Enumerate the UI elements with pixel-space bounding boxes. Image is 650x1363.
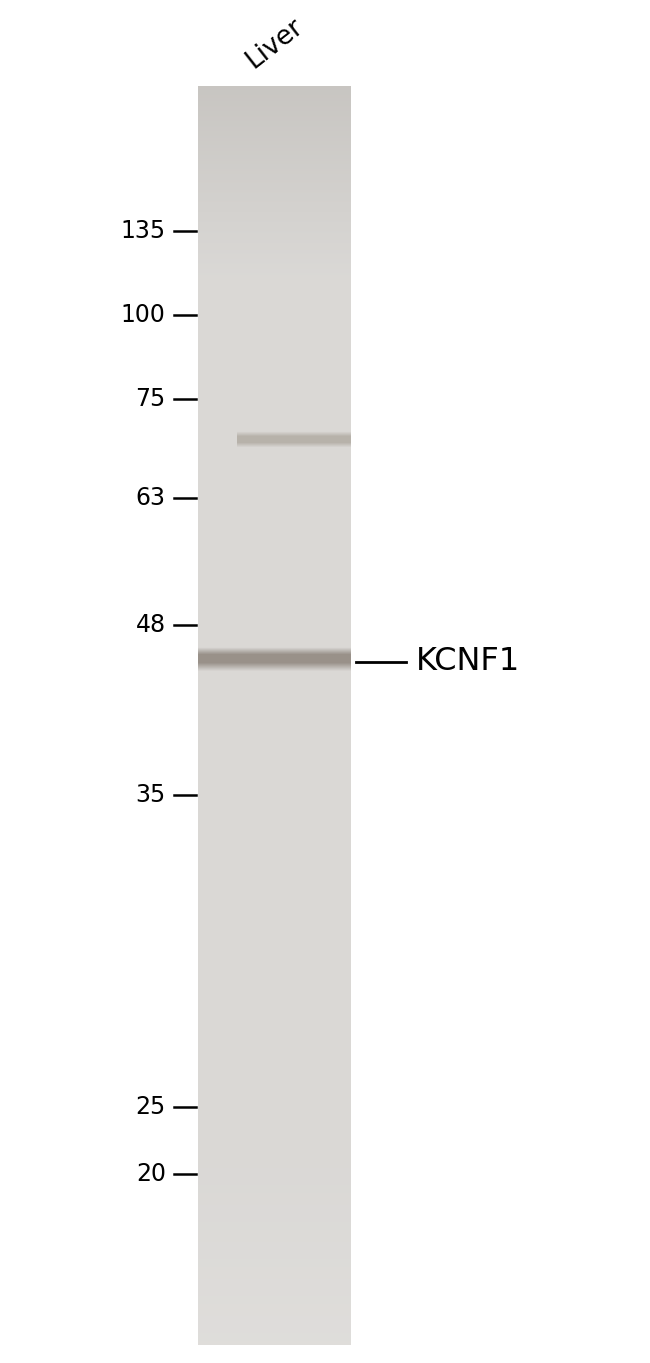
Text: 20: 20 — [136, 1161, 166, 1186]
Text: 75: 75 — [135, 387, 166, 412]
Text: 100: 100 — [121, 303, 166, 327]
Text: KCNF1: KCNF1 — [416, 646, 520, 677]
Text: 25: 25 — [135, 1096, 166, 1119]
Text: Liver: Liver — [240, 14, 308, 74]
Text: 35: 35 — [135, 784, 166, 807]
Text: 63: 63 — [136, 487, 166, 510]
Text: 48: 48 — [136, 613, 166, 637]
Text: 135: 135 — [121, 218, 166, 243]
